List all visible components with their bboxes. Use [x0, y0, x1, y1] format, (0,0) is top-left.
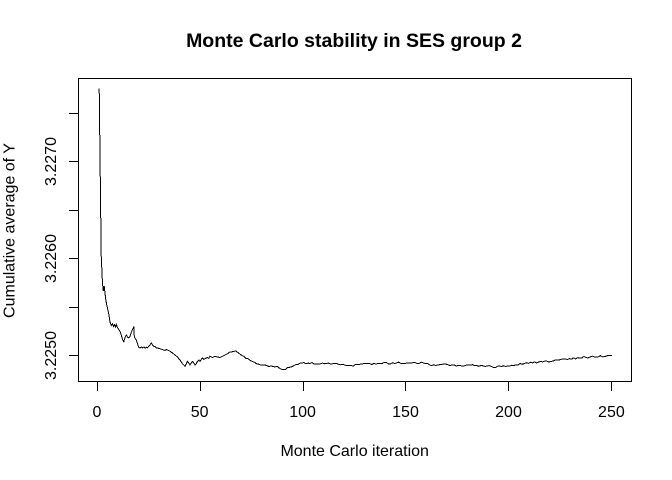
svg-text:250: 250 [598, 404, 625, 421]
svg-text:3.2260: 3.2260 [43, 234, 60, 283]
svg-text:3.2270: 3.2270 [43, 137, 60, 186]
svg-text:100: 100 [289, 404, 316, 421]
svg-text:3.2250: 3.2250 [43, 331, 60, 380]
svg-text:Cumulative average of Y: Cumulative average of Y [2, 143, 19, 318]
svg-text:200: 200 [495, 404, 522, 421]
svg-text:50: 50 [191, 404, 209, 421]
svg-text:Monte Carlo iteration: Monte Carlo iteration [280, 443, 429, 460]
svg-text:150: 150 [392, 404, 419, 421]
svg-text:Monte Carlo stability in SES g: Monte Carlo stability in SES group 2 [186, 30, 522, 52]
svg-text:0: 0 [93, 404, 102, 421]
